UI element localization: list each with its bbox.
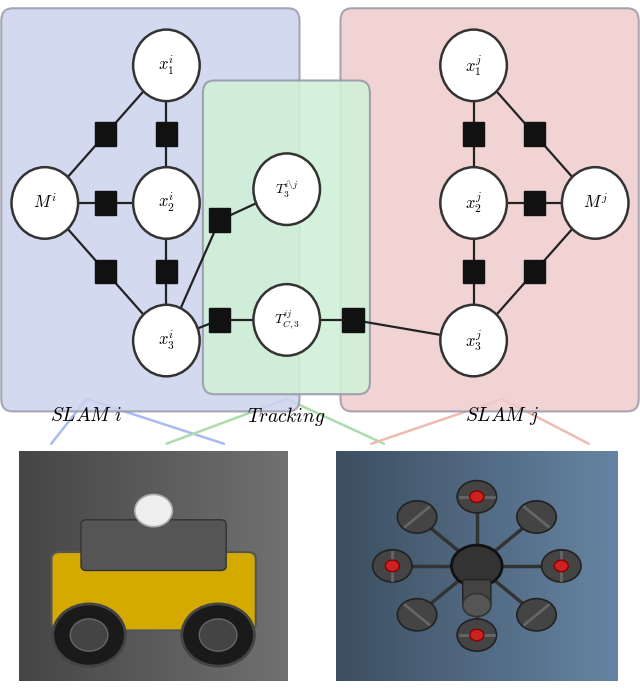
Bar — [342, 308, 364, 332]
Circle shape — [440, 167, 507, 239]
Circle shape — [133, 305, 200, 376]
Bar — [95, 122, 116, 146]
Text: $x_1^i$: $x_1^i$ — [158, 54, 175, 77]
Circle shape — [541, 550, 581, 582]
FancyBboxPatch shape — [203, 80, 370, 394]
Bar — [524, 191, 545, 215]
Circle shape — [470, 630, 484, 641]
Circle shape — [470, 491, 484, 502]
Circle shape — [562, 167, 628, 239]
FancyBboxPatch shape — [81, 520, 226, 570]
Bar — [209, 308, 230, 332]
Circle shape — [253, 153, 320, 225]
Bar — [95, 260, 116, 283]
FancyBboxPatch shape — [51, 552, 256, 630]
Circle shape — [397, 599, 436, 631]
Circle shape — [182, 604, 255, 666]
Text: $SLAM\ i$: $SLAM\ i$ — [51, 407, 122, 425]
Circle shape — [133, 30, 200, 101]
Circle shape — [554, 560, 568, 572]
Circle shape — [70, 619, 108, 651]
Text: $T_3^{i\backslash j}$: $T_3^{i\backslash j}$ — [275, 179, 298, 200]
Bar — [463, 260, 484, 283]
Text: $x_3^i$: $x_3^i$ — [158, 329, 175, 352]
Text: $Tracking$: $Tracking$ — [248, 405, 326, 428]
Text: $T_{C,3}^{ij}$: $T_{C,3}^{ij}$ — [274, 309, 300, 331]
Circle shape — [385, 560, 399, 572]
Text: $x_2^i$: $x_2^i$ — [158, 191, 175, 215]
Text: $x_1^j$: $x_1^j$ — [465, 53, 483, 78]
Text: $SLAM\ j$: $SLAM\ j$ — [465, 405, 540, 427]
Bar — [95, 191, 116, 215]
Circle shape — [397, 501, 436, 533]
Bar — [463, 122, 484, 146]
Bar — [156, 260, 177, 283]
Text: $x_2^j$: $x_2^j$ — [465, 191, 483, 215]
FancyBboxPatch shape — [1, 8, 300, 411]
Circle shape — [457, 619, 497, 651]
Bar — [156, 122, 177, 146]
Circle shape — [372, 550, 412, 582]
Text: $M^i$: $M^i$ — [33, 193, 56, 213]
Bar — [524, 122, 545, 146]
FancyBboxPatch shape — [340, 8, 639, 411]
Circle shape — [440, 305, 507, 376]
Circle shape — [12, 167, 78, 239]
Text: $M^j$: $M^j$ — [583, 193, 607, 213]
Bar — [209, 208, 230, 232]
Circle shape — [451, 545, 502, 587]
Circle shape — [517, 501, 556, 533]
Circle shape — [517, 599, 556, 631]
Circle shape — [457, 481, 497, 513]
Text: $x_3^j$: $x_3^j$ — [465, 328, 483, 353]
Circle shape — [253, 284, 320, 356]
Circle shape — [463, 594, 491, 616]
Circle shape — [199, 619, 237, 651]
Circle shape — [135, 495, 172, 527]
Circle shape — [133, 167, 200, 239]
Circle shape — [53, 604, 125, 666]
Bar — [524, 260, 545, 283]
FancyBboxPatch shape — [463, 580, 491, 605]
Circle shape — [440, 30, 507, 101]
